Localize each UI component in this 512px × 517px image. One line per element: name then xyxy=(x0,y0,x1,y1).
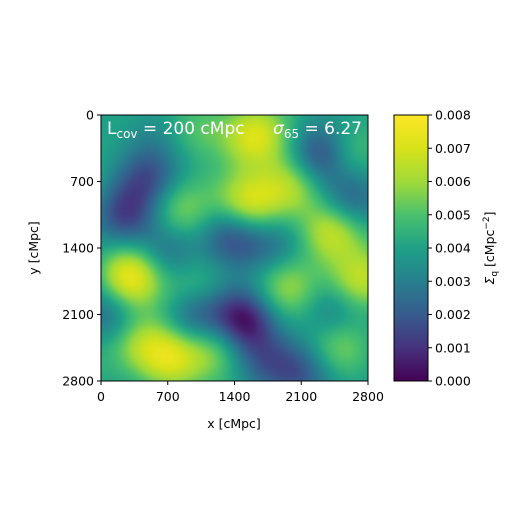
y-tick-label: 700 xyxy=(70,174,94,189)
y-tick-label: 2100 xyxy=(62,307,94,322)
x-tick-label: 700 xyxy=(156,389,180,404)
y-tick-label: 1400 xyxy=(62,241,94,256)
x-tick-label: 2800 xyxy=(352,389,384,404)
heatmap-image xyxy=(101,115,368,381)
heatmap xyxy=(101,115,368,381)
y-tick-label: 2800 xyxy=(62,374,94,389)
x-tick-label: 1400 xyxy=(219,389,251,404)
x-tick-label: 2100 xyxy=(285,389,317,404)
colorbar-label: Σq [cMpc−2] xyxy=(482,211,500,284)
colorbar-tick-label: 0.001 xyxy=(435,340,471,355)
colorbar-tick-label: 0.004 xyxy=(435,241,471,256)
colorbar-tick-label: 0.003 xyxy=(435,274,471,289)
colorbar-tick-label: 0.007 xyxy=(435,141,471,156)
y-axis-label: y [cMpc] xyxy=(26,221,41,275)
x-axis: 0 700 1400 2100 2800 xyxy=(97,381,384,404)
colorbar-axis: 0.000 0.001 0.002 0.003 0.004 0.005 0.006 0.007… xyxy=(428,108,471,389)
colorbar-tick-label: 0.005 xyxy=(435,207,471,222)
y-axis: 0 700 1400 2100 2800 xyxy=(62,108,101,389)
x-tick-label: 0 xyxy=(97,389,105,404)
colorbar-tick-label: 0.000 xyxy=(435,374,471,389)
colorbar-tick-label: 0.008 xyxy=(435,108,471,123)
annotation-sigma: σ65 = 6.27 xyxy=(273,119,362,141)
colorbar xyxy=(394,115,428,381)
y-tick-label: 0 xyxy=(86,108,94,123)
annotation-lcov: Lcov = 200 cMpc xyxy=(107,119,245,141)
x-axis-label: x [cMpc] xyxy=(207,416,261,431)
colorbar-tick-label: 0.006 xyxy=(435,174,471,189)
colorbar-tick-label: 0.002 xyxy=(435,307,471,322)
